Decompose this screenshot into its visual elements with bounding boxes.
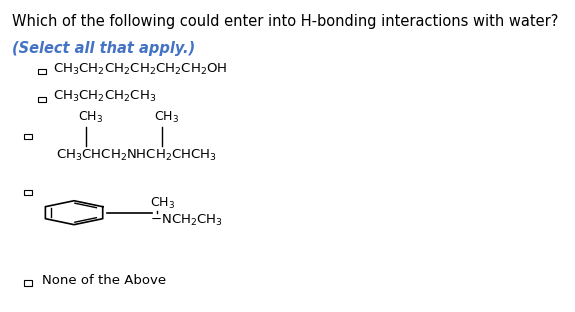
FancyBboxPatch shape	[24, 280, 32, 286]
Text: CH$_3$CHCH$_2$NHCH$_2$CHCH$_3$: CH$_3$CHCH$_2$NHCH$_2$CHCH$_3$	[56, 148, 217, 163]
Text: Which of the following could enter into H-bonding interactions with water?: Which of the following could enter into …	[12, 13, 558, 28]
Text: (Select all that apply.): (Select all that apply.)	[12, 41, 195, 56]
FancyBboxPatch shape	[24, 190, 32, 195]
FancyBboxPatch shape	[38, 69, 45, 74]
Text: CH$_3$CH$_2$CH$_2$CH$_3$: CH$_3$CH$_2$CH$_2$CH$_3$	[53, 89, 156, 105]
Text: CH$_3$: CH$_3$	[78, 110, 103, 125]
FancyBboxPatch shape	[38, 97, 45, 102]
Text: CH$_3$CH$_2$CH$_2$CH$_2$CH$_2$CH$_2$OH: CH$_3$CH$_2$CH$_2$CH$_2$CH$_2$CH$_2$OH	[53, 62, 228, 77]
Text: CH$_3$: CH$_3$	[154, 110, 179, 125]
Text: None of the Above: None of the Above	[42, 274, 166, 287]
FancyBboxPatch shape	[24, 134, 32, 139]
Text: $-$NCH$_2$CH$_3$: $-$NCH$_2$CH$_3$	[150, 213, 223, 228]
Text: CH$_3$: CH$_3$	[150, 196, 175, 211]
